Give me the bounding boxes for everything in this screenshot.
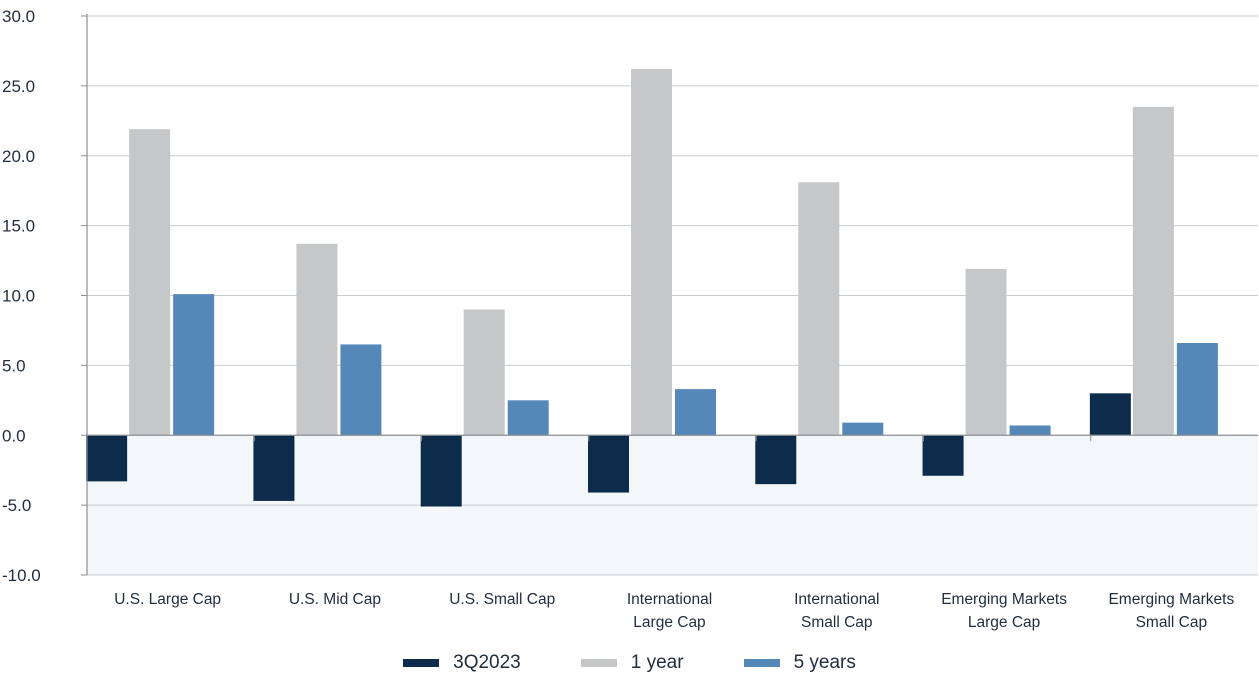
y-axis-tick-labels: 30.0 25.0 20.0 15.0 10.0 5.0 0.0 -5.0 -10.0 [2, 7, 41, 585]
x-category-label: Small Cap [801, 614, 873, 631]
x-category-label: Emerging Markets [941, 591, 1067, 608]
y-tick-label: -5.0 [2, 496, 31, 515]
legend-swatch [580, 659, 617, 667]
x-category-label: Small Cap [1136, 614, 1208, 631]
y-tick-label: -10.0 [2, 566, 41, 585]
bars [86, 69, 1218, 507]
x-category-label: International [627, 591, 712, 608]
x-category-label: International [794, 591, 879, 608]
legend-label: 5 years [793, 652, 856, 673]
y-tick-label: 15.0 [2, 217, 35, 236]
x-category-label: U.S. Large Cap [114, 591, 221, 608]
bar-5-years [340, 344, 382, 436]
bar-1-year [965, 268, 1007, 436]
x-category-label: Emerging Markets [1108, 591, 1234, 608]
bar-5-years [173, 294, 215, 436]
y-tick-label: 5.0 [2, 356, 26, 375]
legend-item: 3Q2023 [403, 652, 521, 674]
bar-1-year [129, 129, 171, 436]
bar-5-years [842, 422, 884, 436]
bar-3q2023 [86, 435, 128, 482]
axes [86, 14, 1258, 575]
bar-3q2023 [1089, 393, 1131, 436]
bar-3q2023 [588, 435, 629, 493]
bar-3q2023 [420, 435, 462, 507]
x-category-label: Large Cap [633, 614, 705, 631]
bar-3q2023 [755, 435, 797, 485]
legend-label: 1 year [630, 652, 684, 673]
bar-1-year [296, 243, 338, 436]
legend-item: 1 year [580, 652, 684, 674]
y-tick-label: 20.0 [2, 147, 35, 166]
gridlines [81, 15, 1258, 576]
y-tick-label: 10.0 [2, 287, 35, 306]
x-axis-category-labels: U.S. Large Cap U.S. Mid Cap U.S. Small Cap… [114, 591, 1234, 631]
bar-3q2023 [922, 435, 964, 476]
bar-5-years [1009, 425, 1051, 436]
bar-5-years [675, 389, 716, 436]
legend-label: 3Q2023 [453, 652, 521, 673]
bar-5-years [1176, 343, 1218, 436]
legend-swatch [743, 659, 780, 667]
bar-3q2023 [253, 435, 295, 501]
x-category-label: Large Cap [968, 614, 1040, 631]
legend-item: 5 years [743, 652, 856, 674]
bar-1-year [798, 182, 840, 436]
x-category-label: U.S. Small Cap [449, 591, 555, 608]
legend-swatch [403, 659, 440, 667]
y-tick-label: 25.0 [2, 77, 35, 96]
bar-5-years [507, 400, 549, 436]
bar-1-year [631, 69, 672, 436]
legend: 3Q2023 1 year 5 years [0, 652, 1259, 674]
bar-1-year [463, 309, 505, 436]
y-tick-label: 30.0 [2, 7, 35, 26]
x-category-label: U.S. Mid Cap [289, 591, 381, 608]
y-tick-label: 0.0 [2, 426, 26, 445]
bar-1-year [1132, 106, 1174, 436]
